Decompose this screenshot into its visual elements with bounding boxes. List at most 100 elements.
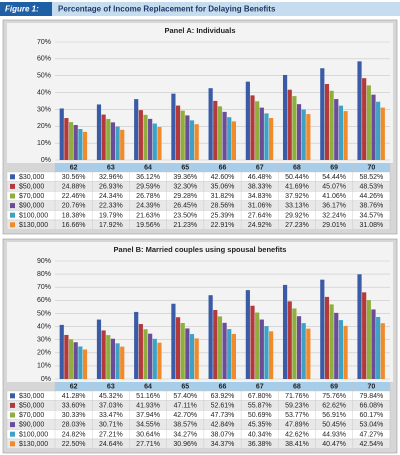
table-value: 40.34% — [248, 431, 272, 438]
bar — [157, 127, 162, 160]
bar — [255, 101, 260, 160]
table-value: 34.37% — [211, 441, 235, 448]
bar — [343, 111, 348, 160]
bar — [152, 123, 157, 160]
bar — [380, 107, 385, 160]
bar — [134, 99, 139, 160]
table-value: 32.96% — [99, 174, 123, 181]
table-value: 46.48% — [248, 174, 272, 181]
table-value: 35.06% — [211, 184, 235, 191]
bar — [320, 68, 325, 160]
legend-label: $90,000 — [19, 422, 44, 429]
bar — [231, 333, 236, 379]
table-value: 24.39% — [136, 203, 160, 210]
bar — [96, 319, 102, 379]
table-value: 47.73% — [211, 412, 235, 419]
legend-label: $30,000 — [19, 174, 44, 181]
bar — [334, 312, 339, 379]
bar — [380, 323, 385, 379]
table-value: 26.78% — [136, 193, 160, 200]
table-value: 51.16% — [136, 393, 160, 400]
table-value: 36.38% — [248, 441, 272, 448]
bar — [217, 316, 223, 379]
bar — [324, 296, 330, 379]
bar — [357, 61, 362, 160]
bar — [301, 109, 306, 160]
table-value: 34.55% — [136, 422, 160, 429]
legend-swatch — [10, 393, 15, 399]
table-value: 33.13% — [285, 203, 309, 210]
table-value: 41.93% — [136, 403, 160, 410]
category-label: 65 — [181, 165, 189, 172]
bar — [222, 111, 227, 160]
bar — [329, 304, 334, 379]
table-value: 22.50% — [62, 441, 86, 448]
legend-swatch — [10, 412, 15, 418]
bar — [213, 100, 218, 160]
bar — [320, 279, 325, 379]
bar — [343, 325, 348, 379]
category-label: 62 — [70, 165, 78, 172]
y-tick-label: 0% — [41, 376, 51, 383]
bar — [366, 300, 371, 379]
bar — [101, 330, 106, 379]
bar — [68, 339, 74, 379]
bar — [115, 343, 120, 379]
bar — [106, 118, 111, 160]
table-value: 24.82% — [62, 431, 86, 438]
bar — [96, 104, 102, 160]
bar — [376, 101, 381, 160]
table-value: 32.24% — [322, 212, 346, 219]
bar — [376, 317, 381, 379]
table-value: 57.40% — [173, 393, 197, 400]
table-value: 44.26% — [360, 193, 384, 200]
y-tick-label: 40% — [37, 323, 51, 330]
bar — [366, 85, 371, 160]
legend-label: $130,000 — [19, 441, 48, 448]
legend-swatch — [10, 431, 15, 437]
legend-swatch — [10, 422, 15, 428]
table-value: 29.28% — [173, 193, 197, 200]
table-value: 29.01% — [322, 222, 346, 229]
y-tick-label: 30% — [37, 337, 51, 344]
table-value: 41.28% — [62, 393, 86, 400]
y-tick-label: 0% — [41, 157, 51, 164]
table-value: 24.34% — [99, 193, 123, 200]
bar — [292, 96, 297, 160]
y-tick-label: 60% — [37, 56, 51, 63]
legend-label: $70,000 — [19, 412, 44, 419]
table-value: 22.91% — [211, 222, 235, 229]
bar — [231, 121, 236, 160]
bar — [245, 81, 250, 160]
table-value: 24.88% — [62, 184, 86, 191]
figure-label: Figure 1: — [5, 5, 39, 14]
bar — [59, 108, 64, 160]
table-value: 41.06% — [322, 193, 346, 200]
table-value: 30.33% — [62, 412, 86, 419]
bar — [138, 110, 143, 160]
legend-label: $130,000 — [19, 222, 48, 229]
category-label: 66 — [219, 384, 227, 391]
table-value: 22.33% — [99, 203, 123, 210]
bar — [106, 335, 111, 379]
bar — [194, 338, 199, 379]
table-value: 24.92% — [248, 222, 272, 229]
table-value: 18.38% — [62, 212, 86, 219]
table-value: 24.64% — [99, 441, 123, 448]
bar — [269, 331, 274, 379]
panel-title: Panel B: Married couples using spousal b… — [114, 245, 287, 254]
legend-label: $90,000 — [19, 203, 44, 210]
table-value: 19.56% — [136, 222, 160, 229]
legend-label: $30,000 — [19, 393, 44, 400]
bar — [138, 324, 143, 379]
category-label: 65 — [181, 384, 189, 391]
category-label: 67 — [256, 165, 264, 172]
category-label: 63 — [107, 165, 115, 172]
table-value: 75.76% — [322, 393, 346, 400]
bar — [143, 329, 148, 379]
bar — [134, 311, 139, 379]
bar — [194, 124, 199, 160]
bar — [171, 303, 176, 379]
table-value: 21.23% — [173, 222, 197, 229]
bar — [120, 346, 125, 379]
